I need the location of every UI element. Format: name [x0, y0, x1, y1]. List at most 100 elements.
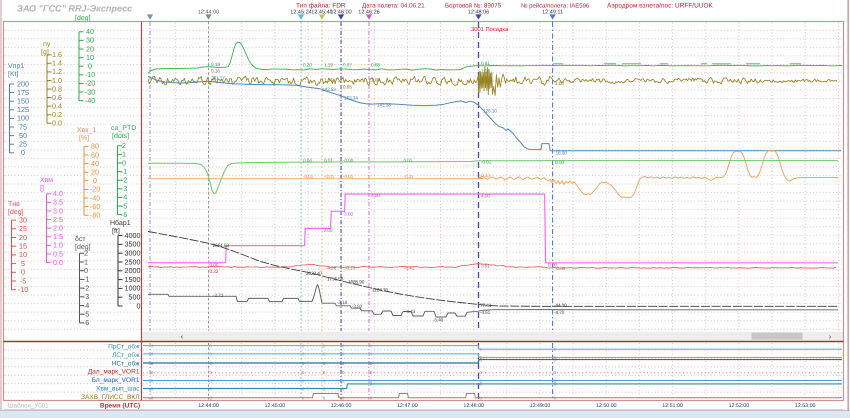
- svg-text:4000: 4000: [125, 231, 141, 240]
- svg-text:0: 0: [302, 378, 305, 383]
- svg-text:-40: -40: [90, 193, 100, 202]
- svg-text:Бортовой №: 89075: Бортовой №: 89075: [445, 3, 502, 10]
- svg-text:162.34: 162.34: [344, 96, 358, 102]
- svg-text:12:48:06: 12:48:06: [468, 10, 489, 16]
- svg-text:-3: -3: [121, 184, 127, 193]
- svg-text:-4.70: -4.70: [554, 310, 565, 316]
- svg-text:0: 0: [342, 352, 345, 357]
- svg-text:25: 25: [19, 140, 27, 149]
- svg-text:1.00: 1.00: [555, 81, 564, 87]
- svg-text:3000: 3000: [125, 249, 141, 258]
- svg-text:0: 0: [151, 370, 154, 375]
- svg-text:[ft]: [ft]: [112, 227, 120, 235]
- svg-text:Дал_марк_VOR1: Дал_марк_VOR1: [88, 369, 140, 376]
- svg-text:0: 0: [554, 396, 557, 401]
- svg-text:500: 500: [129, 293, 141, 302]
- svg-text:0: 0: [370, 396, 373, 401]
- svg-text:НСт_обж: НСт_обж: [112, 360, 140, 367]
- svg-text:100: 100: [17, 114, 29, 123]
- svg-text:2.00: 2.00: [324, 228, 333, 234]
- svg-text:0: 0: [302, 352, 305, 357]
- svg-text:12:46:00: 12:46:00: [330, 10, 351, 16]
- svg-text:0: 0: [323, 396, 326, 401]
- svg-text:-4: -4: [121, 193, 127, 202]
- svg-text:0: 0: [370, 352, 373, 357]
- svg-text:[%]: [%]: [79, 134, 89, 142]
- svg-text:[deg]: [deg]: [75, 14, 91, 22]
- svg-text:-0.11: -0.11: [404, 174, 414, 180]
- svg-text:-10: -10: [85, 70, 95, 79]
- svg-text:-10: -10: [18, 285, 28, 294]
- svg-text:2: 2: [122, 141, 126, 150]
- svg-text:0.6: 0.6: [52, 93, 62, 102]
- svg-text:0.2: 0.2: [52, 110, 62, 119]
- svg-text:0: 0: [302, 343, 305, 348]
- svg-text:150: 150: [17, 97, 29, 106]
- svg-text:0: 0: [554, 370, 557, 375]
- svg-text:-0.01: -0.01: [343, 174, 354, 180]
- svg-text:2022.47: 2022.47: [306, 271, 323, 277]
- svg-text:0.16: 0.16: [211, 69, 220, 75]
- svg-text:0.00: 0.00: [555, 160, 564, 166]
- svg-text:12:47:00: 12:47:00: [397, 403, 418, 409]
- svg-text:2.5: 2.5: [53, 215, 63, 224]
- svg-text:12:53:00: 12:53:00: [795, 403, 816, 409]
- svg-text:0: 0: [480, 382, 483, 387]
- svg-text:12:48:00: 12:48:00: [463, 403, 484, 409]
- svg-text:0: 0: [554, 357, 557, 362]
- svg-text:-20: -20: [85, 79, 95, 88]
- svg-text:201.17: 201.17: [211, 76, 225, 82]
- svg-text:-5: -5: [121, 201, 127, 210]
- svg-text:Шаблон_У001: Шаблон_У001: [8, 403, 49, 410]
- svg-text:0: 0: [323, 352, 326, 357]
- svg-text:0: 0: [323, 343, 326, 348]
- svg-text:0: 0: [151, 352, 154, 357]
- svg-text:0: 0: [480, 396, 483, 401]
- svg-text:0: 0: [323, 361, 326, 366]
- svg-text:0.8: 0.8: [52, 84, 62, 93]
- svg-text:-3.16: -3.16: [337, 300, 348, 306]
- svg-text:ЗАО "ГСС" RRJ-Экспресс: ЗАО "ГСС" RRJ-Экспресс: [17, 3, 132, 13]
- svg-text:0.01: 0.01: [324, 158, 333, 164]
- svg-text:0: 0: [93, 176, 97, 185]
- svg-text:ПрСт_обж: ПрСт_обж: [108, 343, 140, 350]
- svg-text:75: 75: [19, 122, 27, 131]
- svg-text:60: 60: [91, 150, 99, 159]
- svg-text:-0.01: -0.01: [303, 174, 314, 180]
- svg-text:-3.82: -3.82: [352, 304, 363, 310]
- svg-text:0.13: 0.13: [481, 173, 490, 179]
- svg-text:-30: -30: [85, 87, 95, 96]
- svg-text:20: 20: [19, 233, 27, 242]
- svg-text:142.38: 142.38: [377, 102, 391, 108]
- svg-text:0: 0: [342, 378, 345, 383]
- svg-text:0: 0: [323, 386, 326, 391]
- svg-text:-1: -1: [121, 167, 127, 176]
- svg-text:4.0: 4.0: [53, 189, 63, 198]
- svg-text:Хвм_вып_шас: Хвм_вып_шас: [96, 386, 140, 393]
- svg-text:0.01: 0.01: [404, 158, 413, 164]
- svg-text:-6: -6: [121, 210, 127, 219]
- svg-text:1.0: 1.0: [53, 241, 63, 250]
- svg-text:175: 175: [17, 88, 29, 97]
- svg-text:0: 0: [480, 370, 483, 375]
- svg-text:0: 0: [21, 268, 25, 277]
- svg-text:[]: []: [40, 184, 44, 192]
- svg-text:0: 0: [210, 370, 213, 375]
- svg-text:0.0: 0.0: [53, 258, 63, 267]
- svg-text:0.68: 0.68: [371, 63, 380, 69]
- svg-text:0.32: 0.32: [210, 269, 219, 275]
- svg-text:1.08: 1.08: [371, 78, 380, 84]
- svg-text:-2: -2: [83, 283, 89, 292]
- svg-text:77.41: 77.41: [480, 303, 492, 309]
- svg-text:[deg]: [deg]: [75, 243, 91, 251]
- svg-text:0: 0: [302, 370, 305, 375]
- svg-text:80: 80: [91, 142, 99, 151]
- svg-text:-0.00: -0.00: [343, 158, 354, 164]
- svg-text:-1: -1: [83, 275, 89, 284]
- svg-text:0.04: 0.04: [303, 158, 312, 164]
- svg-text:3.5: 3.5: [53, 198, 63, 207]
- svg-text:[Kt]: [Kt]: [8, 70, 19, 78]
- svg-text:2.0: 2.0: [53, 224, 63, 233]
- svg-text:0: 0: [151, 378, 154, 383]
- svg-text:0.4: 0.4: [52, 101, 62, 110]
